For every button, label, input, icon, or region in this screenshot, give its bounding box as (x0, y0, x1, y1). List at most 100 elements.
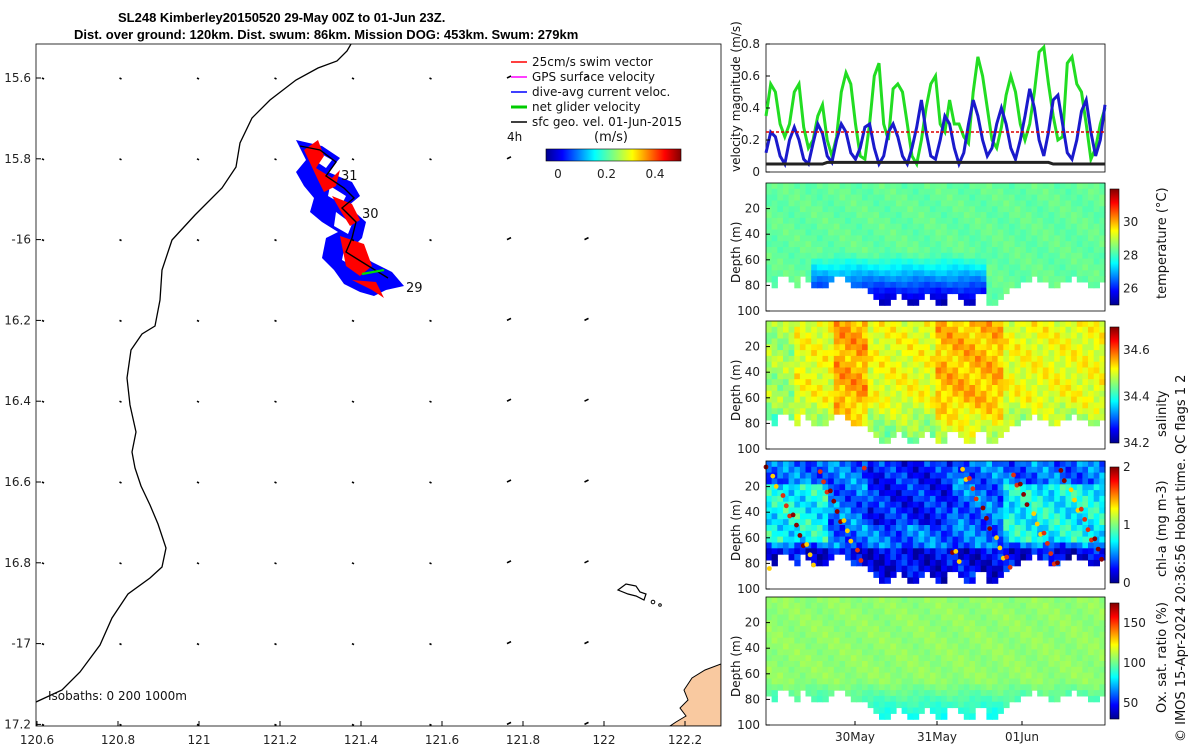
temperature-cell (1025, 276, 1033, 283)
time-axis: 30May 31May 01Jun (835, 721, 1039, 744)
salinity-cell (783, 373, 790, 380)
temperature-cell (975, 258, 982, 265)
oxygen-cell (941, 602, 948, 610)
chl-a-cell (1014, 495, 1021, 503)
chl-a-cell (1037, 495, 1044, 503)
oxygen-cell (963, 608, 971, 615)
chl-a-cell (890, 525, 897, 532)
oxygen-cell (811, 597, 818, 604)
chl-a-cell (1071, 461, 1078, 468)
oxygen-cell (924, 637, 931, 645)
salinity-cell (1071, 338, 1078, 345)
salinity-cell (783, 408, 790, 415)
chl-a-cell (799, 507, 807, 514)
temperature-cell (992, 223, 999, 231)
temperature-cell (1054, 200, 1061, 207)
salinity-cell (771, 350, 778, 357)
chl-a-sample-point (807, 552, 813, 558)
oxygen-cell (839, 637, 846, 645)
oxygen-cell (839, 631, 846, 639)
temperature-cell (777, 206, 784, 213)
oxygen-cell (811, 637, 818, 645)
oxygen-cell (958, 602, 965, 610)
oxygen-cell (975, 602, 982, 610)
salinity-cell (952, 385, 959, 392)
chl-a-cell (1054, 478, 1061, 485)
chl-a-cell (1082, 548, 1089, 555)
salinity-cell (963, 321, 971, 328)
temperature-cell (890, 241, 897, 248)
salinity-cell (1088, 390, 1095, 398)
salinity-cell (816, 361, 824, 369)
oxygen-cell (929, 655, 937, 662)
map-y-tick-label: 16.8 (4, 556, 31, 570)
oxygen-cell (1082, 643, 1089, 650)
chl-a-cell (811, 519, 818, 526)
chl-a-cell (1048, 490, 1055, 497)
temperature-cell (890, 188, 897, 196)
salinity-cell (1042, 361, 1050, 369)
chl-a-cell (1003, 490, 1010, 497)
salinity-cell (1020, 350, 1027, 357)
temperature-cell (816, 200, 824, 207)
salinity-cell (935, 321, 942, 328)
oxygen-cell (1037, 620, 1044, 627)
chl-a-cell (867, 495, 874, 503)
salinity-cell (1071, 332, 1078, 339)
salinity-cell (799, 390, 807, 398)
chl-a-cell (1065, 536, 1072, 543)
salinity-cell (1088, 379, 1095, 386)
salinity-cell (1076, 385, 1084, 392)
oxygen-cell (1042, 614, 1050, 621)
oxygen-cell (1014, 666, 1021, 674)
salinity-cell (946, 390, 954, 398)
salinity-cell (811, 350, 818, 357)
chl-a-cell (1042, 490, 1050, 497)
temperature-cell (879, 188, 886, 196)
salinity-cell (1082, 361, 1089, 369)
chl-a-cell (901, 507, 908, 514)
temperature-cell (816, 270, 824, 277)
temperature-cell (766, 235, 773, 242)
chl-a-cell (1088, 559, 1095, 567)
temperature-cell (1048, 235, 1055, 242)
oxygen-cell (1031, 626, 1038, 633)
temperature-cell (901, 281, 908, 289)
temperature-cell (850, 258, 858, 265)
salinity-cell (969, 338, 976, 345)
oxygen-cell (946, 631, 954, 639)
oxygen-cell (890, 608, 897, 615)
chl-a-sample-point (1078, 506, 1084, 512)
salinity-cell (958, 350, 965, 357)
salinity-cell (1042, 390, 1050, 398)
oxygen-cell (969, 678, 976, 685)
chl-a-cell (1014, 501, 1021, 509)
temperature-cell (1088, 252, 1095, 260)
oxygen-cell (975, 701, 982, 709)
temperature-cell (980, 287, 987, 295)
oxygen-cell (1076, 631, 1084, 639)
legend-label: GPS surface velocity (532, 70, 655, 84)
oxygen-cell (1037, 608, 1044, 615)
salinity-cell (1031, 361, 1038, 369)
salinity-cell (1009, 408, 1016, 415)
salinity-cell (1054, 408, 1061, 415)
temperature-cell (783, 270, 790, 277)
chl-a-cell (963, 536, 971, 543)
chl-a-cell (929, 461, 937, 468)
temperature-cell (777, 252, 784, 260)
salinity-cell (1076, 350, 1084, 357)
salinity-cell (799, 408, 807, 415)
oxygen-cell (1009, 614, 1016, 621)
oxygen-cell (862, 661, 869, 668)
chl-a-cell (1065, 548, 1072, 555)
temperature-cell (1009, 212, 1016, 219)
chl-a-cell (777, 536, 784, 543)
chl-a-cell (1020, 536, 1027, 543)
salinity-cell (879, 332, 886, 339)
oxygen-cell (1020, 637, 1027, 645)
salinity-cell (856, 419, 863, 427)
salinity-cell (935, 332, 942, 339)
map-axes-box (36, 44, 721, 726)
